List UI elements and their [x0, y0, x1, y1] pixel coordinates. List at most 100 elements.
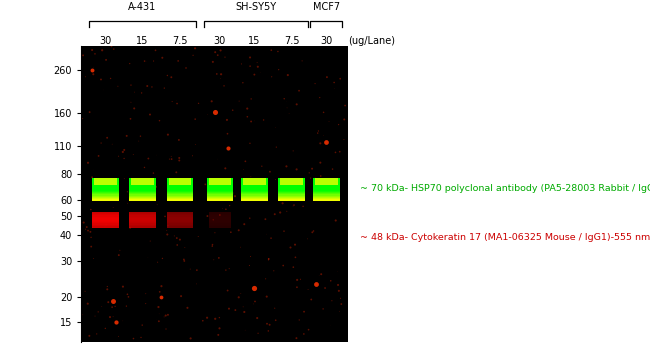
Point	[255, 70, 266, 75]
Point	[171, 98, 181, 103]
Point	[96, 140, 107, 146]
Point	[213, 156, 223, 162]
Point	[148, 58, 159, 64]
Point	[313, 185, 323, 191]
Point	[238, 80, 248, 85]
Point	[278, 200, 288, 206]
Point	[308, 228, 318, 234]
Text: 7.5: 7.5	[284, 36, 300, 46]
Point	[233, 294, 244, 300]
Point	[176, 293, 187, 299]
Text: ~ 48 kDa- Cytokeratin 17 (MA1-06325 Mouse / IgG1)-555 nm: ~ 48 kDa- Cytokeratin 17 (MA1-06325 Mous…	[360, 232, 650, 242]
Point	[250, 299, 260, 304]
Point	[314, 194, 324, 199]
Point	[318, 110, 329, 115]
Point	[159, 85, 170, 91]
Point	[202, 315, 213, 320]
Point	[147, 84, 157, 90]
Point	[261, 231, 272, 237]
Point	[219, 83, 229, 89]
Point	[253, 64, 263, 69]
Point	[176, 190, 187, 196]
Point	[315, 160, 326, 166]
Text: SH-SY5Y: SH-SY5Y	[235, 1, 276, 11]
Point	[187, 153, 198, 159]
Point	[80, 74, 90, 80]
Point	[124, 294, 134, 300]
Point	[307, 166, 317, 172]
Point	[90, 51, 100, 57]
Point	[213, 332, 224, 338]
Point	[321, 139, 332, 145]
Point	[239, 167, 249, 172]
Point	[166, 153, 176, 159]
Point	[152, 260, 162, 265]
Point	[161, 326, 171, 332]
Point	[101, 182, 112, 187]
Point	[297, 58, 307, 64]
Point	[216, 72, 226, 77]
Point	[164, 156, 175, 162]
Point	[326, 322, 336, 328]
Point	[266, 235, 276, 241]
Point	[151, 152, 161, 158]
Point	[140, 291, 151, 297]
Point	[265, 322, 275, 328]
Point	[249, 72, 259, 78]
Point	[288, 264, 298, 270]
Point	[209, 257, 219, 263]
Point	[303, 287, 313, 292]
Point	[214, 255, 224, 261]
Point	[190, 46, 200, 51]
Point	[290, 242, 300, 247]
Point	[318, 133, 328, 138]
Point	[107, 141, 118, 147]
Point	[315, 141, 326, 146]
Point	[86, 235, 96, 240]
Point	[246, 119, 256, 124]
Point	[78, 52, 88, 58]
Point	[329, 80, 339, 85]
Point	[263, 256, 274, 262]
Point	[154, 118, 164, 124]
Point	[266, 74, 277, 80]
Point	[85, 229, 96, 235]
Point	[87, 47, 98, 53]
Point	[242, 114, 253, 120]
Point	[136, 335, 146, 340]
Point	[97, 304, 107, 309]
Point	[113, 153, 124, 159]
Point	[253, 330, 263, 336]
Point	[328, 166, 338, 172]
Point	[173, 58, 183, 64]
Point	[83, 228, 93, 234]
Point	[101, 57, 111, 63]
Point	[98, 87, 109, 93]
Point	[151, 184, 161, 190]
Point	[315, 52, 325, 58]
Point	[248, 301, 259, 307]
Point	[84, 109, 95, 115]
Point	[101, 222, 111, 227]
Point	[214, 325, 225, 331]
Point	[162, 312, 173, 318]
Point	[207, 99, 217, 104]
Point	[153, 304, 164, 310]
Point	[174, 155, 185, 161]
Point	[113, 334, 124, 339]
Point	[207, 59, 218, 65]
Point	[275, 210, 285, 215]
Point	[102, 135, 112, 141]
Point	[160, 214, 170, 219]
Point	[222, 131, 233, 137]
Point	[313, 128, 324, 134]
Point	[99, 224, 110, 230]
Point	[230, 193, 240, 199]
Point	[88, 64, 99, 70]
Point	[304, 170, 315, 176]
Point	[209, 109, 220, 115]
Point	[294, 317, 304, 323]
Point	[306, 175, 316, 181]
Point	[102, 284, 112, 289]
Point	[190, 116, 200, 122]
